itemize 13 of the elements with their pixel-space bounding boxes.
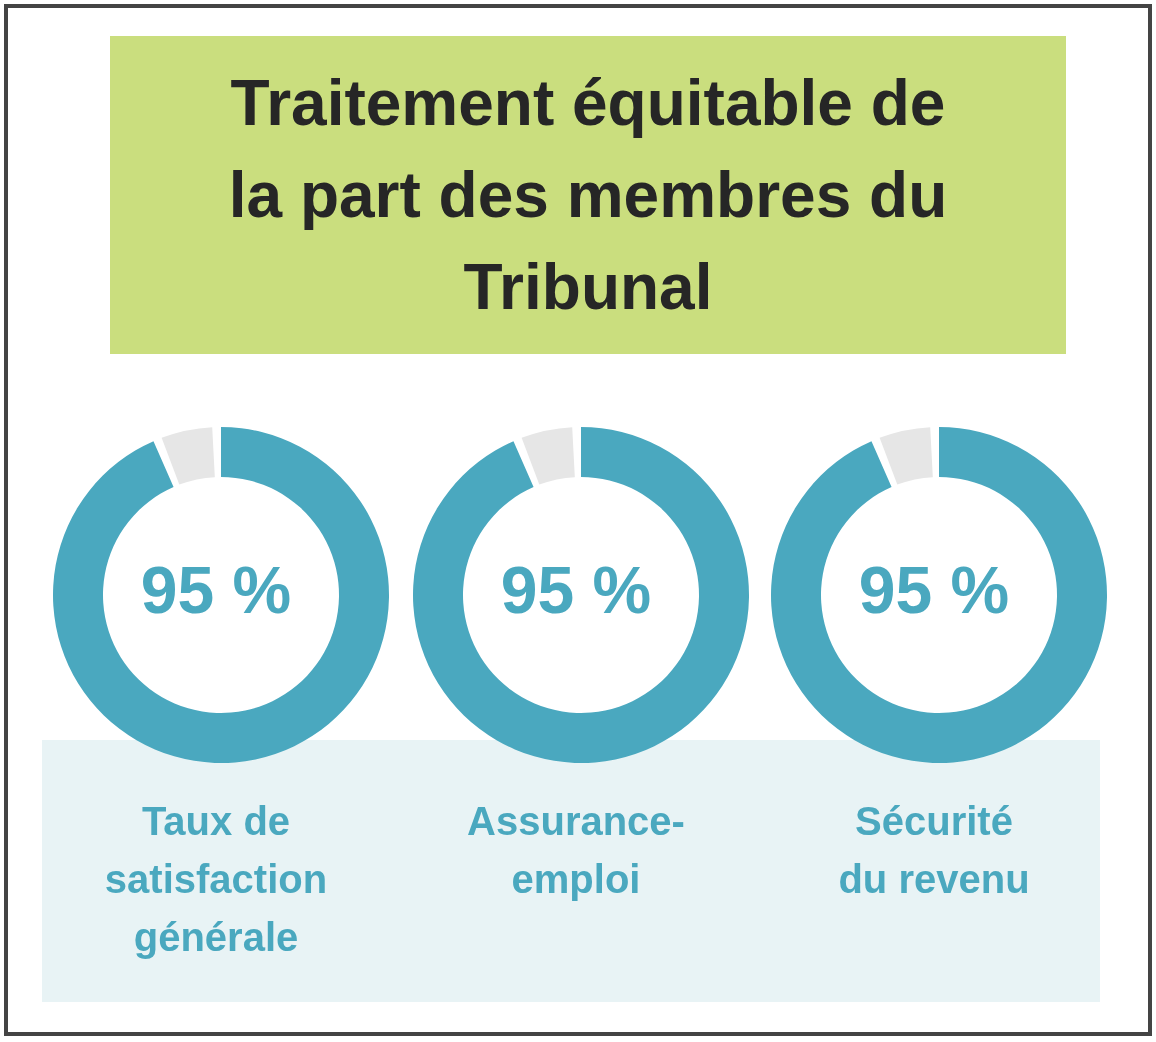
data-label: 95 % — [140, 552, 292, 628]
donut-slice — [161, 427, 215, 485]
data-label: 95 % — [500, 552, 652, 628]
donut-slice — [879, 427, 933, 485]
text: Taux de satisfaction générale — [103, 798, 329, 961]
text: Assurance-emploi — [466, 798, 686, 903]
text: Traitement équitable de la part des membres du Tribunal — [227, 66, 949, 325]
donut-slice — [771, 427, 1107, 763]
donut-slice — [53, 427, 389, 763]
data-label: 95 % — [858, 552, 1010, 628]
donut-slice — [413, 427, 749, 763]
text: Sécurité du revenu — [837, 798, 1031, 903]
donut-slice — [521, 427, 575, 485]
